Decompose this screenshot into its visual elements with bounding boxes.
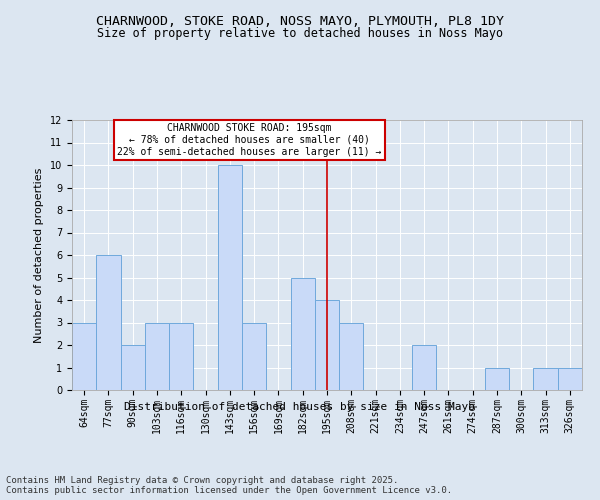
Bar [558,368,582,390]
Text: Distribution of detached houses by size in Noss Mayo: Distribution of detached houses by size … [125,402,476,412]
Bar [169,322,193,390]
Text: CHARNWOOD STOKE ROAD: 195sqm
← 78% of detached houses are smaller (40)
22% of se: CHARNWOOD STOKE ROAD: 195sqm ← 78% of de… [117,124,382,156]
Bar [533,368,558,390]
Bar [412,345,436,390]
Bar [145,322,169,390]
Bar [315,300,339,390]
Bar [339,322,364,390]
Text: Size of property relative to detached houses in Noss Mayo: Size of property relative to detached ho… [97,28,503,40]
Bar [96,255,121,390]
Bar [485,368,509,390]
Bar [218,165,242,390]
Bar [242,322,266,390]
Y-axis label: Number of detached properties: Number of detached properties [34,168,44,342]
Text: CHARNWOOD, STOKE ROAD, NOSS MAYO, PLYMOUTH, PL8 1DY: CHARNWOOD, STOKE ROAD, NOSS MAYO, PLYMOU… [96,15,504,28]
Bar [290,278,315,390]
Bar [72,322,96,390]
Bar [121,345,145,390]
Text: Contains HM Land Registry data © Crown copyright and database right 2025.
Contai: Contains HM Land Registry data © Crown c… [6,476,452,495]
